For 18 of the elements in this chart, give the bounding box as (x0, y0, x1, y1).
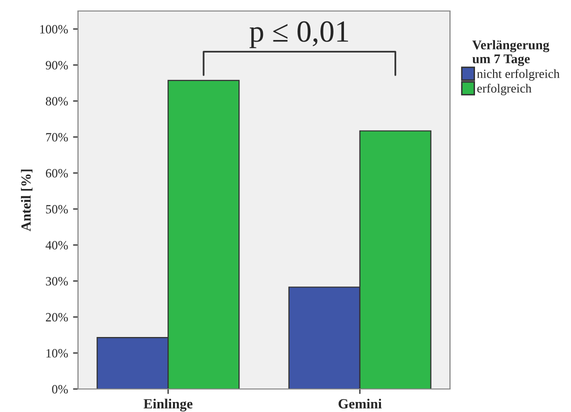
y-tick-label: 80% (46, 97, 68, 106)
y-tick-label: 50% (46, 205, 68, 214)
y-tick-label: 0% (52, 385, 68, 394)
y-tick-label: 10% (46, 349, 68, 358)
y-tick-label: 20% (46, 313, 68, 322)
y-tick-label: 100% (40, 25, 68, 34)
y-axis-title: Anteil [%] (20, 170, 32, 232)
annotation: p ≤ 0,01 (250, 21, 348, 48)
x-tick-label: Einlinge (144, 398, 192, 412)
y-tick-label: 30% (46, 277, 68, 286)
y-tick-label: 40% (46, 241, 68, 250)
legend-title: Verlängerung um 7 Tage (472, 40, 550, 66)
y-tick-label: 90% (46, 61, 68, 70)
y-tick-label: 70% (46, 133, 68, 142)
legend-label: nicht erfolgreich (477, 69, 560, 81)
x-tick-label: Gemini (338, 398, 382, 408)
y-tick-label: 60% (46, 169, 68, 178)
legend-label: erfolgreich (477, 84, 532, 96)
